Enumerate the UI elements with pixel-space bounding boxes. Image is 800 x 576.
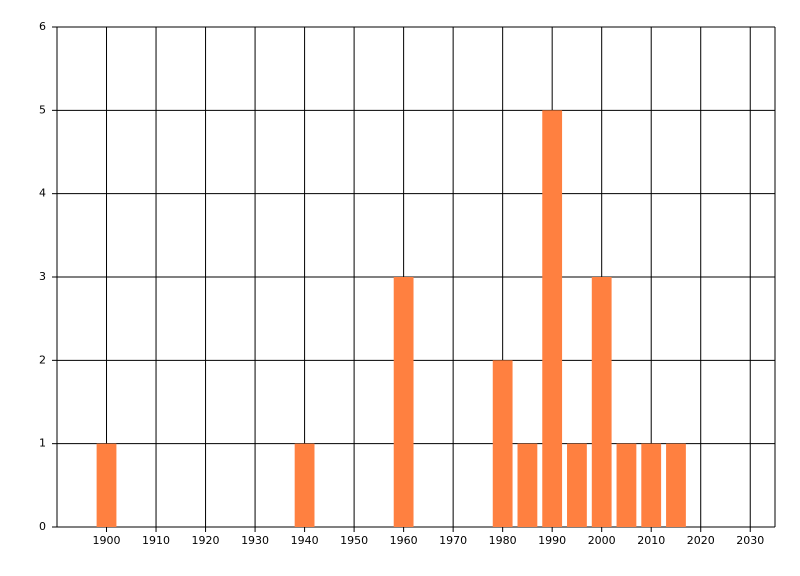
y-tick-label: 3 — [39, 270, 46, 283]
x-tick-label: 1960 — [390, 534, 418, 547]
bar — [96, 443, 117, 527]
x-tick-label: 2020 — [687, 534, 715, 547]
bar — [641, 443, 662, 527]
x-tick-label: 1950 — [340, 534, 368, 547]
bar — [294, 443, 315, 527]
y-tick-label: 5 — [39, 103, 46, 116]
y-tick-label: 6 — [39, 20, 46, 33]
x-tick-label: 1990 — [538, 534, 566, 547]
x-tick-label: 2010 — [637, 534, 665, 547]
y-tick-label: 0 — [39, 520, 46, 533]
bar — [517, 443, 538, 527]
x-tick-label: 1980 — [489, 534, 517, 547]
x-tick-label: 1970 — [439, 534, 467, 547]
y-tick-label: 4 — [39, 187, 46, 200]
x-tick-label: 1900 — [93, 534, 121, 547]
x-tick-label: 1910 — [142, 534, 170, 547]
bar — [591, 277, 612, 527]
bar — [666, 443, 686, 527]
x-tick-label: 2030 — [736, 534, 764, 547]
x-tick-label: 2000 — [588, 534, 616, 547]
bar — [393, 277, 414, 527]
bar — [567, 443, 587, 527]
y-tick-label: 2 — [39, 353, 46, 366]
y-tick-label: 1 — [39, 437, 46, 450]
x-tick-label: 1930 — [241, 534, 269, 547]
x-tick-label: 1940 — [291, 534, 319, 547]
bar — [616, 443, 637, 527]
bar — [542, 110, 563, 527]
x-tick-label: 1920 — [192, 534, 220, 547]
bar — [492, 360, 513, 527]
